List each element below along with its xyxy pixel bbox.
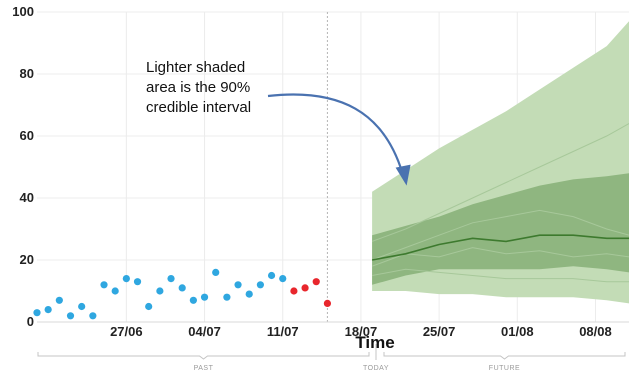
observed-point [78, 302, 86, 311]
period-labels: PAST TODAY FUTURE [37, 344, 626, 372]
observed-point [133, 278, 142, 286]
annotation-arrow [267, 93, 404, 174]
annotation-text-line: Lighter shaded [146, 59, 245, 76]
annotation-text-line: area is the 90% [146, 79, 250, 96]
recent-observed-point [312, 278, 320, 286]
x-tick-label: 11/07 [267, 324, 299, 339]
period-label-future: FUTURE [489, 365, 520, 372]
forecast-sample-path [371, 209, 629, 261]
x-tick-label: 01/08 [501, 324, 534, 339]
observed-point [178, 284, 186, 292]
forecast-sample-path [371, 247, 629, 267]
annotation-text-line: credible interval [146, 99, 251, 116]
recent-observed-point [290, 287, 298, 295]
x-tick-label: 08/08 [579, 324, 612, 339]
y-tick-label: 40 [20, 190, 34, 205]
period-label-today: TODAY [363, 365, 389, 372]
observed-point [66, 312, 75, 320]
observed-point [122, 275, 130, 283]
forecast-median [371, 234, 629, 261]
annotation-arrowhead [395, 164, 411, 186]
forecast-sample-path [372, 268, 629, 283]
y-tick-label: 80 [20, 66, 34, 81]
forecast-sample-path [371, 123, 629, 242]
observed-point [44, 306, 52, 314]
observed-point [223, 293, 231, 301]
observed-point [55, 296, 63, 304]
recent-observed-point [301, 284, 309, 292]
forecast-median-line [371, 234, 629, 261]
annotation: Lighter shaded area is the 90% credible in… [146, 59, 411, 186]
y-tick-label: 60 [20, 128, 34, 143]
observed-point [33, 309, 41, 317]
axes: 0 20 40 60 80 100 27/06 04/07 11/07 18/07 25/07 01/… [12, 4, 629, 352]
x-tick-label: 18/07 [345, 324, 378, 339]
observed-point [267, 271, 276, 280]
future-bracket [383, 352, 626, 360]
past-bracket [37, 352, 370, 360]
observed-point [189, 296, 197, 304]
observed-point [156, 287, 164, 295]
observed-point [279, 275, 287, 283]
x-axis-title: Time [355, 333, 394, 352]
x-tick-label: 25/07 [423, 324, 456, 339]
y-tick-label: 100 [12, 4, 34, 19]
observed-point [200, 293, 209, 301]
forecast-bands [372, 21, 629, 304]
observed-point [212, 268, 220, 276]
observed-point [100, 281, 108, 289]
observed-point [234, 281, 242, 289]
y-tick-label: 0 [27, 314, 34, 329]
x-tick-label: 27/06 [110, 324, 143, 339]
observed-point [245, 290, 253, 298]
observed-point [167, 275, 175, 283]
observed-points [33, 268, 332, 320]
observed-point [256, 281, 264, 289]
observed-point [111, 287, 119, 295]
observed-point [89, 312, 97, 320]
period-label-past: PAST [194, 365, 214, 372]
forecast-sample-paths [371, 123, 629, 283]
recent-observed-point [323, 299, 332, 307]
y-tick-label: 20 [20, 252, 34, 267]
x-tick-label: 04/07 [188, 324, 221, 339]
observed-point [145, 302, 153, 311]
